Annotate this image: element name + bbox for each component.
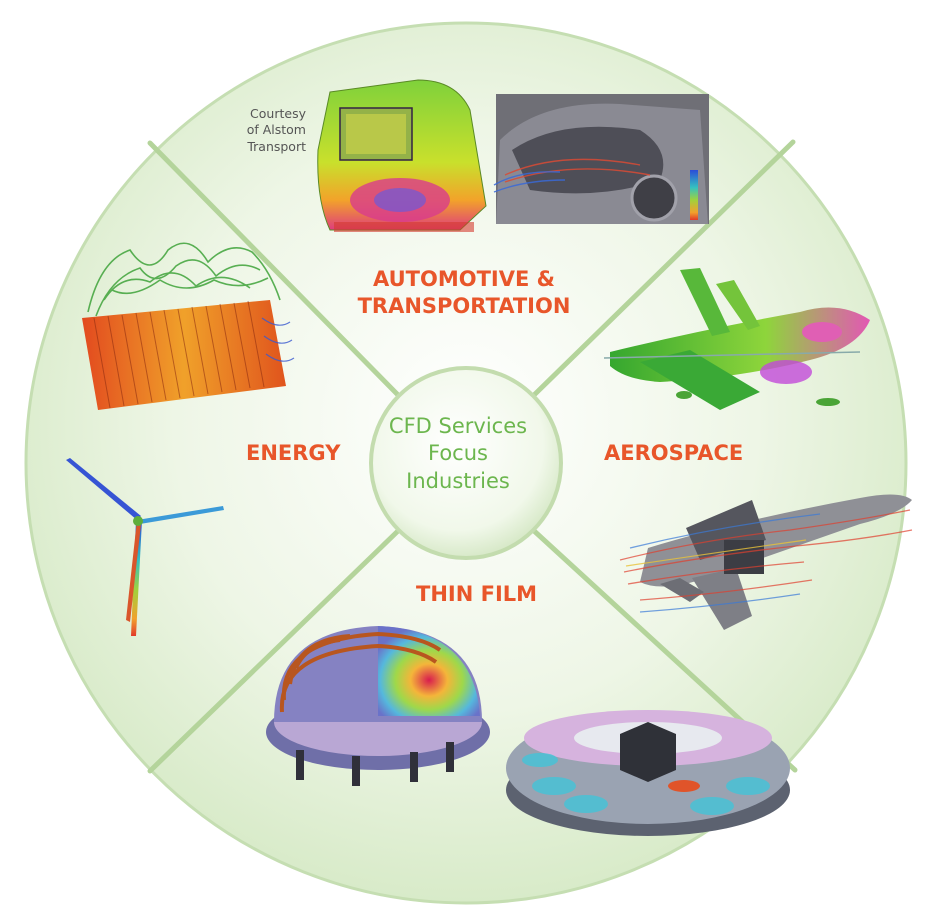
courtesy-line3: Transport	[247, 138, 306, 154]
center-hub	[369, 366, 563, 560]
car-engine-simulation-icon	[493, 94, 709, 224]
reactor-chamber-icon	[266, 626, 490, 786]
heat-exchanger-icon	[82, 242, 295, 410]
courtesy-line1: Courtesy	[250, 106, 306, 121]
wind-turbine-icon	[66, 458, 224, 636]
center-title: CFD Services Focus Industries	[371, 413, 545, 495]
segment-label-aerospace: AEROSPACE	[604, 441, 744, 465]
train-simulation-icon	[317, 79, 487, 232]
courtesy-line2: of Alstom	[246, 122, 306, 138]
fighter-jet-streamlines-icon	[619, 494, 913, 630]
segment-dividers	[147, 139, 798, 774]
center-line-2: Focus	[428, 441, 488, 466]
wafer-chamber-icon	[506, 710, 790, 836]
segment-label-energy: ENERGY	[246, 441, 341, 465]
automotive-line1: AUTOMOTIVE &	[373, 267, 555, 291]
segment-label-automotive: AUTOMOTIVE & TRANSPORTATION	[346, 266, 582, 321]
automotive-line2: TRANSPORTATION	[357, 294, 571, 319]
fighter-jet-surface-icon	[603, 268, 870, 410]
courtesy-caption: Courtesy of Alstom Transport	[214, 106, 306, 155]
segment-label-thin-film: THIN FILM	[416, 582, 538, 606]
center-line-3: Industries	[406, 468, 510, 493]
center-line-1: CFD Services	[388, 414, 528, 438]
